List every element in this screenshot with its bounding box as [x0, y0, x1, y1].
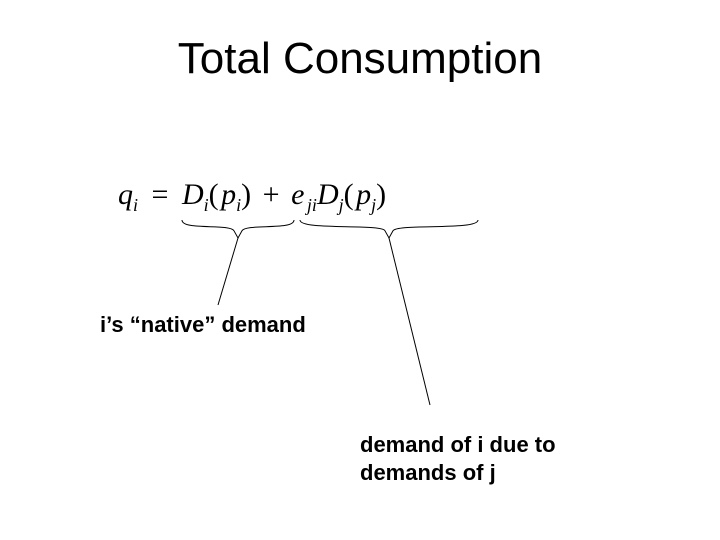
underbrace-left — [182, 220, 294, 238]
annotation-native-demand: i’s “native” demand — [100, 312, 306, 338]
pointer-line-1 — [218, 238, 238, 305]
annotation-overlay — [0, 0, 720, 540]
annotation-demand-due-to-j-line2: demands of j — [360, 460, 496, 486]
underbrace-right — [300, 220, 478, 238]
slide: Total Consumption qi = Di( pi) + e jiDj(… — [0, 0, 720, 540]
pointer-line-2 — [389, 238, 430, 405]
annotation-demand-due-to-j-line1: demand of i due to — [360, 432, 556, 458]
